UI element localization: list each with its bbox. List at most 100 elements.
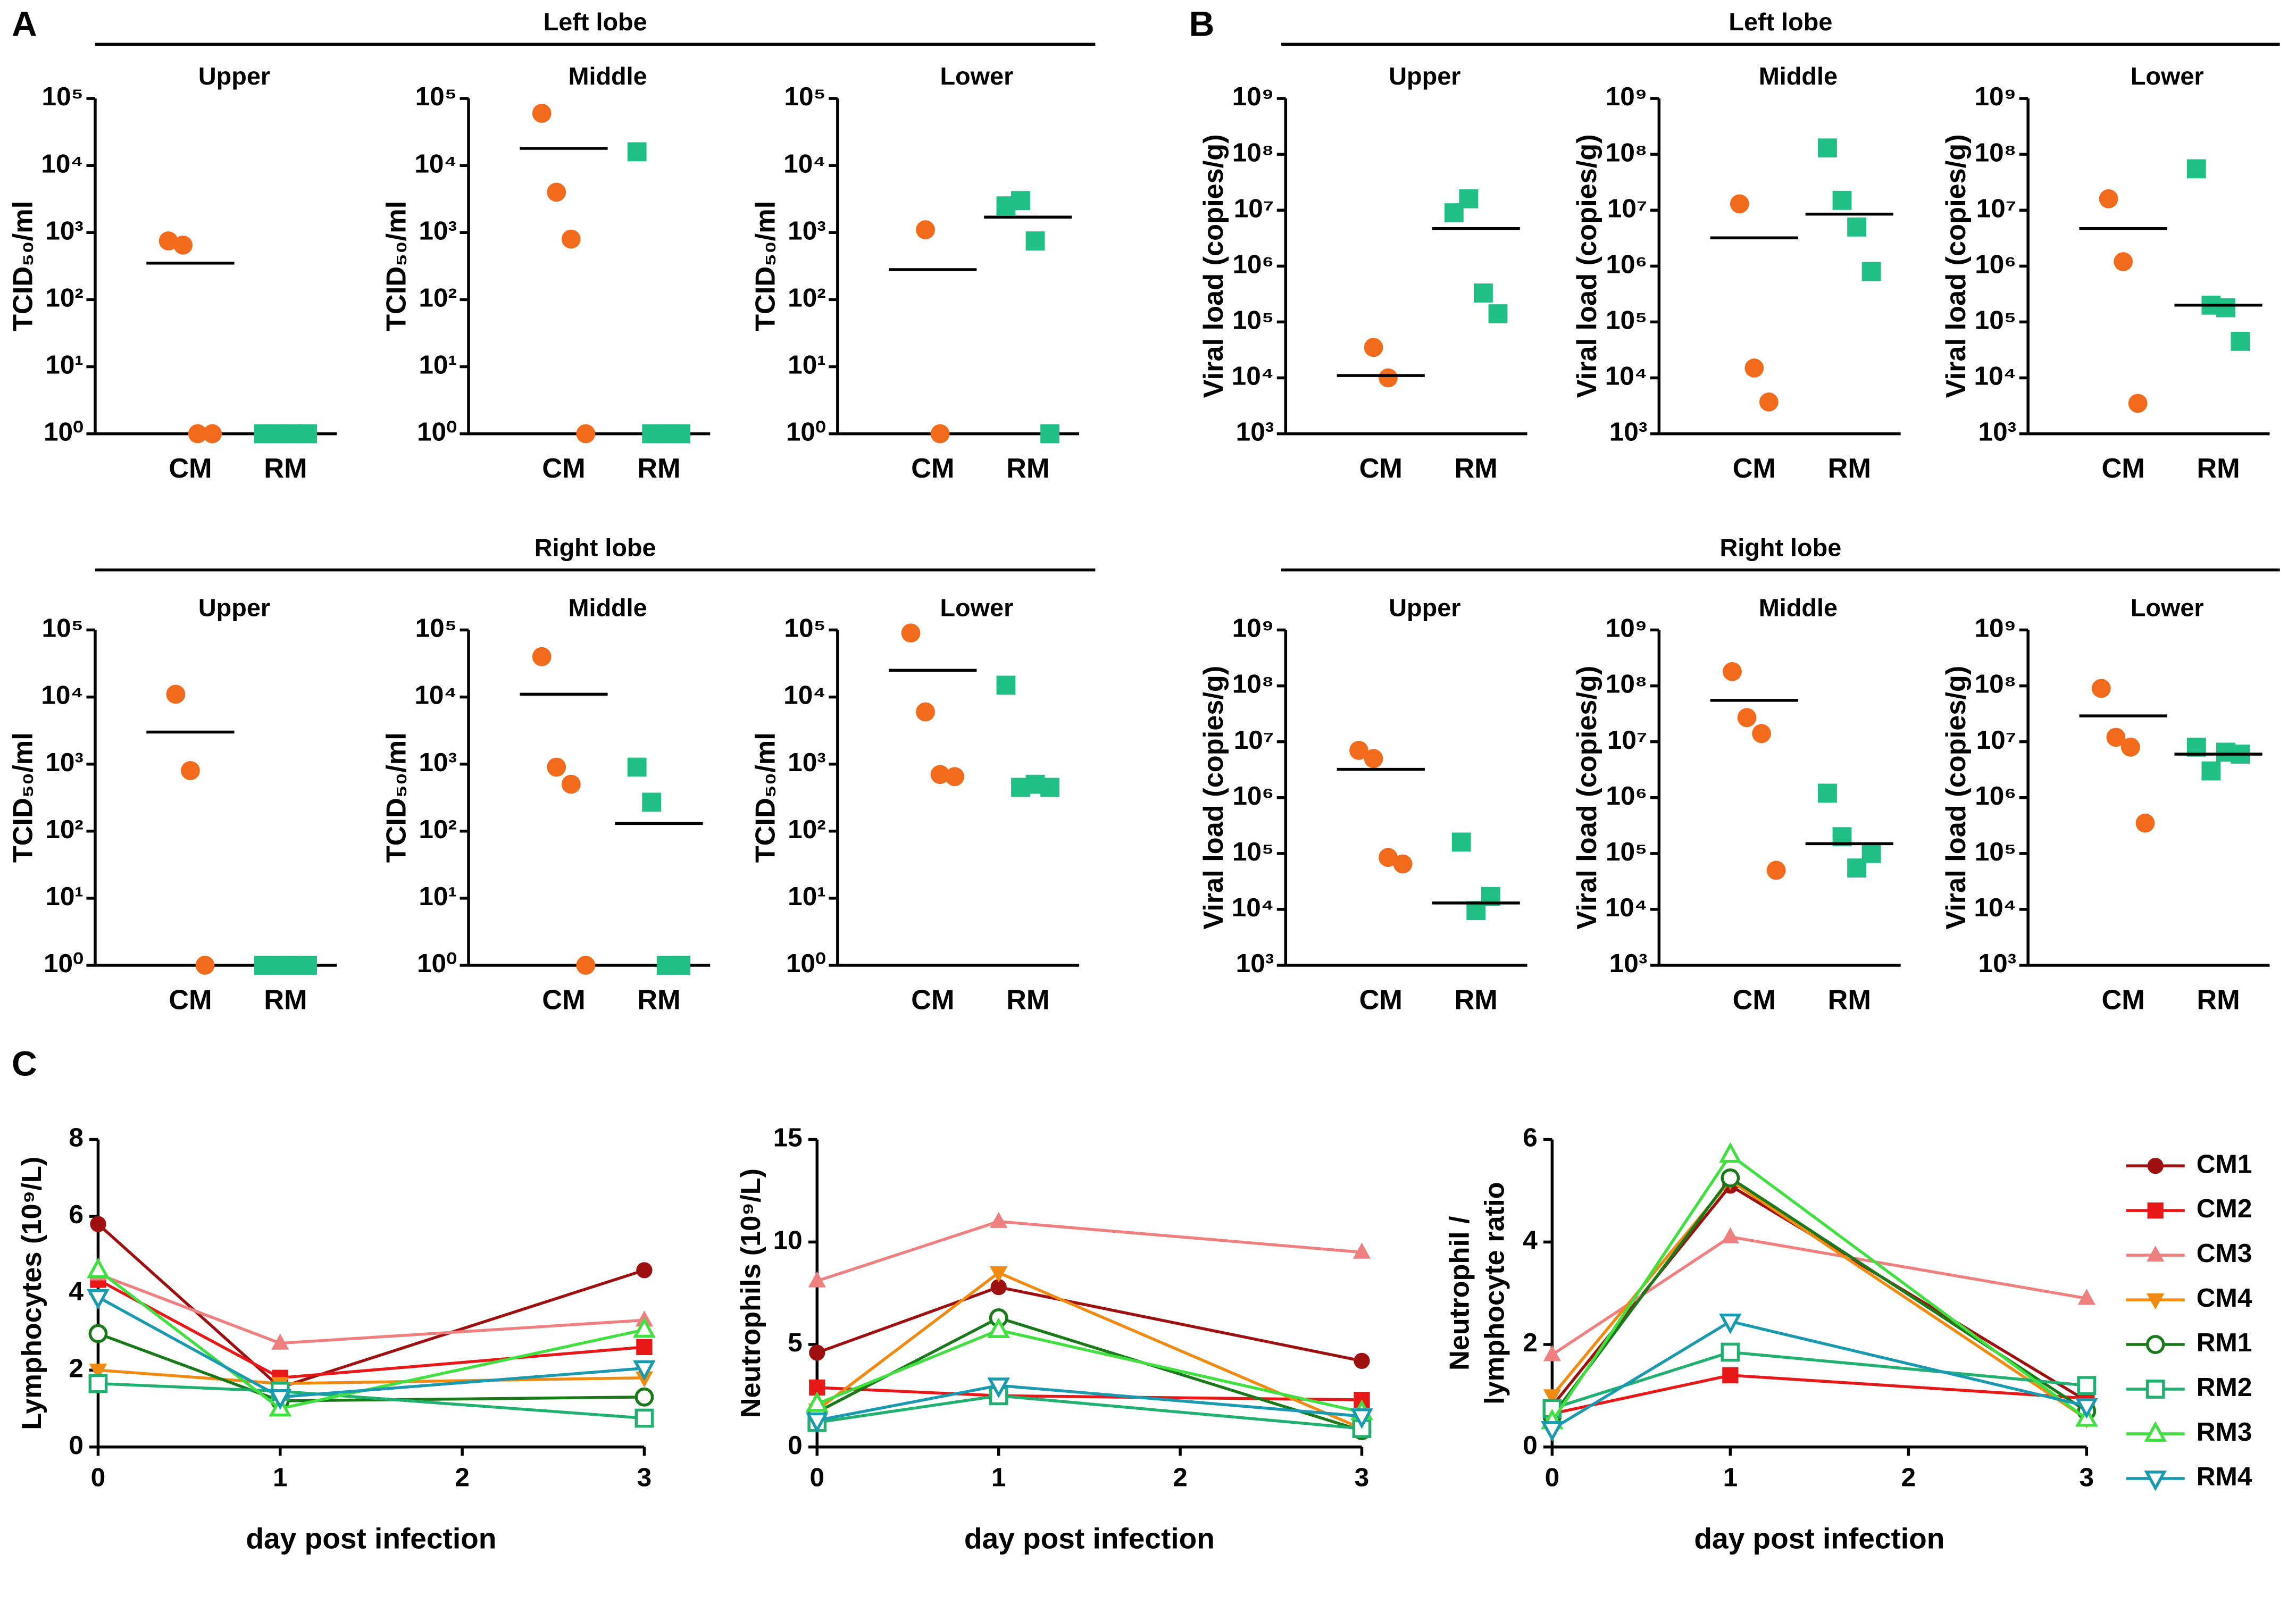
marker xyxy=(1719,1313,1742,1334)
marker xyxy=(1847,217,1866,237)
marker xyxy=(173,235,193,255)
marker xyxy=(90,1216,106,1232)
y-tick-label: 10⁴ xyxy=(1232,361,1274,391)
y-tick-label: 10¹ xyxy=(788,350,826,380)
marker xyxy=(1352,1242,1371,1259)
chart-title: Lower xyxy=(940,594,1013,621)
y-tick-label: 10⁵ xyxy=(42,613,84,643)
marker xyxy=(1721,1227,1740,1243)
marker xyxy=(88,1374,108,1393)
x-tick-label: 2 xyxy=(1901,1462,1916,1492)
y-tick-label: 2 xyxy=(1523,1327,1538,1357)
y-axis-label: TCID₅₀/ml xyxy=(750,201,781,331)
legend-label: RM2 xyxy=(2197,1372,2252,1402)
y-tick-label: 10¹ xyxy=(788,881,826,911)
y-tick-label: 10⁴ xyxy=(1605,892,1648,922)
y-tick-label: 10⁰ xyxy=(786,948,826,978)
y-tick-label: 10³ xyxy=(788,215,826,245)
marker xyxy=(1364,749,1383,768)
y-tick-label: 10⁶ xyxy=(1232,249,1274,279)
marker xyxy=(2231,331,2250,351)
x-tick-label: CM xyxy=(911,453,954,484)
marker xyxy=(1722,1367,1739,1384)
marker xyxy=(1488,304,1508,323)
marker xyxy=(188,424,207,444)
marker xyxy=(671,424,691,444)
y-axis-label: Viral load (copies/g) xyxy=(1572,134,1602,398)
x-tick-label: 2 xyxy=(1173,1462,1188,1492)
y-tick-label: 10⁴ xyxy=(783,148,826,178)
marker xyxy=(636,1339,653,1356)
marker xyxy=(805,1391,829,1412)
marker xyxy=(633,1317,656,1338)
x-tick-label: CM xyxy=(1733,985,1776,1016)
x-tick-label: RM xyxy=(1455,985,1498,1016)
y-axis-label: Lymphocytes (10⁹/L) xyxy=(16,1157,47,1430)
y-tick-label: 10³ xyxy=(1236,948,1274,978)
marker xyxy=(2099,189,2118,208)
x-tick-label: 1 xyxy=(991,1462,1006,1492)
y-tick-label: 10⁵ xyxy=(784,81,825,111)
marker xyxy=(1543,1345,1562,1361)
chart-title: Upper xyxy=(198,62,270,90)
y-tick-label: 10² xyxy=(419,814,457,844)
y-tick-label: 2 xyxy=(69,1353,84,1383)
series-line xyxy=(1551,1183,2088,1407)
legend-marker xyxy=(2147,1293,2165,1310)
x-tick-label: 3 xyxy=(637,1462,652,1492)
x-tick-label: RM xyxy=(637,985,680,1016)
marker xyxy=(634,1408,654,1428)
marker xyxy=(2201,761,2221,781)
y-tick-label: 10⁴ xyxy=(414,680,457,710)
marker xyxy=(636,1262,653,1279)
marker xyxy=(203,424,222,444)
y-tick-label: 10⁷ xyxy=(1234,193,1274,223)
marker xyxy=(1818,138,1837,158)
marker xyxy=(1349,741,1368,760)
x-tick-label: CM xyxy=(2101,453,2144,484)
y-tick-label: 10³ xyxy=(45,215,84,245)
marker xyxy=(88,1324,108,1343)
y-tick-label: 10⁶ xyxy=(1606,249,1647,279)
y-tick-label: 10⁹ xyxy=(1975,81,2017,111)
x-tick-label: CM xyxy=(911,985,954,1016)
y-axis-label: Viral load (copies/g) xyxy=(1198,134,1229,398)
marker xyxy=(561,774,581,794)
x-tick-label: 1 xyxy=(1723,1462,1738,1492)
y-tick-label: 10⁶ xyxy=(1606,781,1647,811)
marker xyxy=(634,1387,654,1407)
x-tick-label: RM xyxy=(1006,985,1049,1016)
panel-label: C xyxy=(12,1044,37,1083)
marker xyxy=(1723,662,1742,681)
marker xyxy=(805,1412,829,1433)
y-tick-label: 10⁷ xyxy=(1607,725,1648,755)
series-line xyxy=(1551,1319,2087,1431)
y-tick-label: 10⁴ xyxy=(783,680,826,710)
x-tick-label: 2 xyxy=(455,1462,470,1492)
marker xyxy=(2077,1376,2097,1396)
y-tick-label: 10⁰ xyxy=(786,417,826,447)
legend-marker xyxy=(2144,1471,2167,1491)
marker xyxy=(996,675,1016,695)
marker xyxy=(633,1360,656,1381)
y-tick-label: 10³ xyxy=(419,215,457,245)
section-title: Left lobe xyxy=(544,8,647,36)
marker xyxy=(987,1377,1010,1399)
y-axis-label: TCID₅₀/ml xyxy=(8,732,39,863)
marker xyxy=(1766,861,1786,880)
y-tick-label: 10³ xyxy=(788,747,826,777)
x-tick-label: CM xyxy=(542,985,585,1016)
y-tick-label: 10² xyxy=(419,282,457,312)
y-tick-label: 10⁵ xyxy=(1975,837,2016,866)
marker xyxy=(87,1257,110,1279)
marker xyxy=(181,761,200,780)
legend-label: RM1 xyxy=(2197,1327,2252,1357)
y-tick-label: 8 xyxy=(69,1123,84,1152)
section-title: Right lobe xyxy=(1719,533,1841,561)
x-tick-label: CM xyxy=(2101,985,2144,1016)
y-tick-label: 10⁵ xyxy=(415,613,457,643)
marker xyxy=(532,104,552,123)
y-tick-label: 10² xyxy=(45,282,84,312)
y-tick-label: 10⁹ xyxy=(1975,613,2017,643)
y-tick-label: 10³ xyxy=(1609,417,1648,447)
